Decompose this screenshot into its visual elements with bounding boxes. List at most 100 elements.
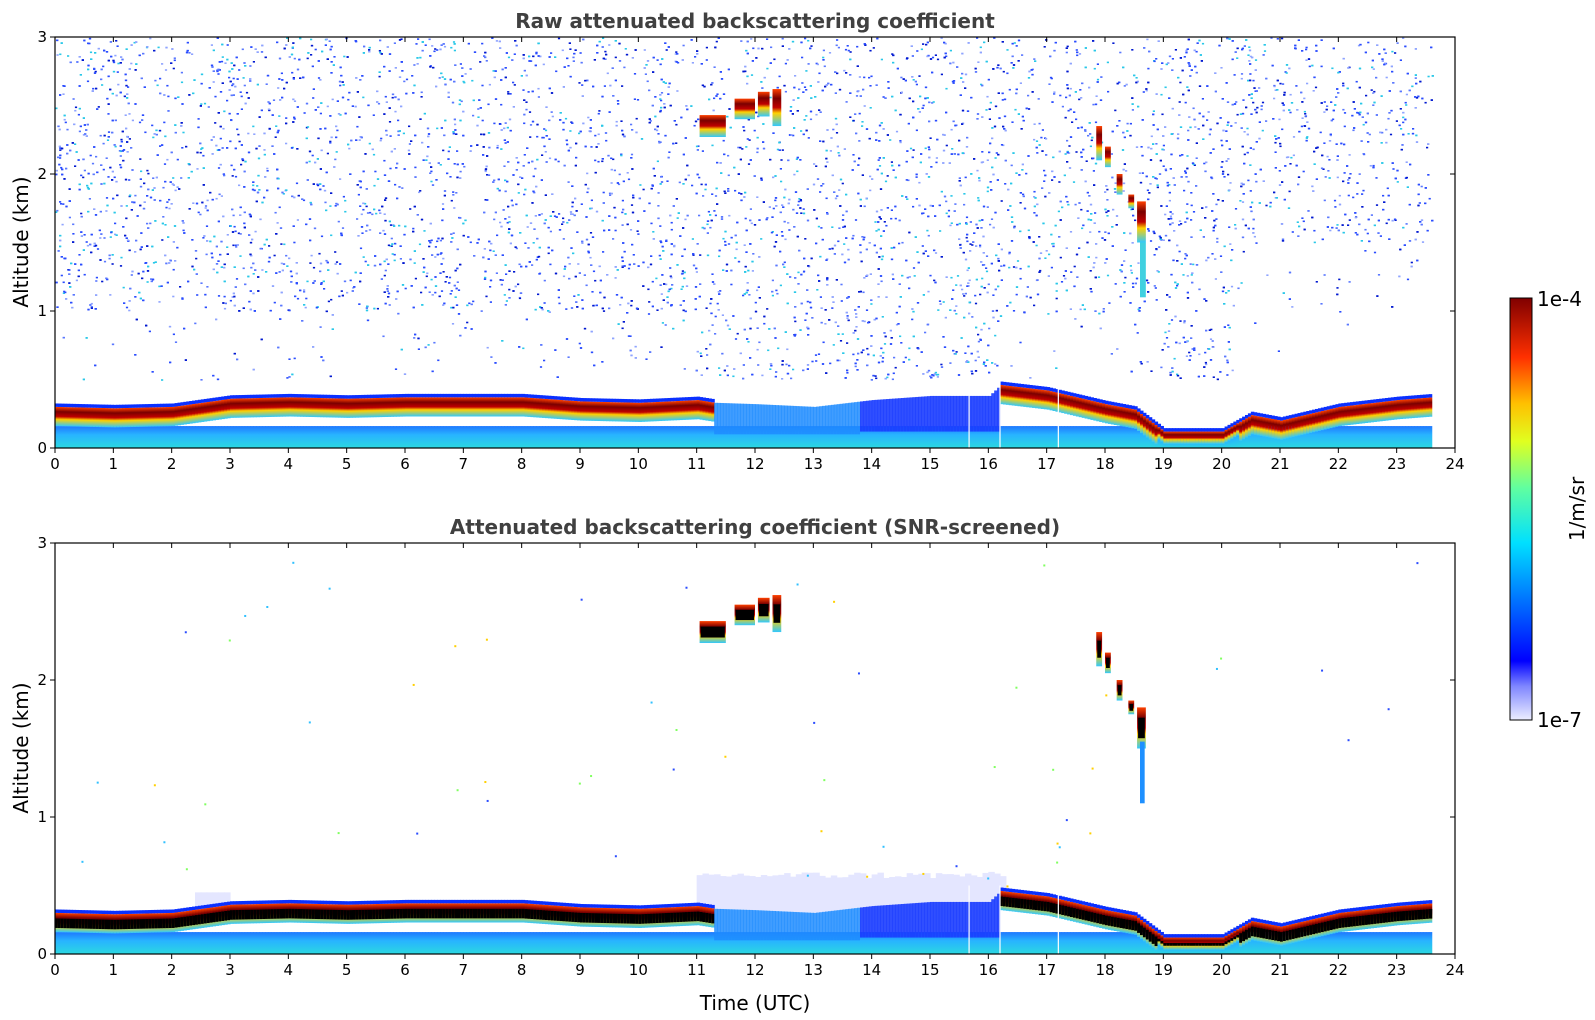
noise-speckle — [325, 259, 328, 262]
noise-speckle — [1079, 308, 1082, 311]
noise-speckle — [1352, 129, 1355, 132]
noise-speckle — [1300, 125, 1303, 128]
noise-speckle — [1431, 75, 1434, 77]
noise-speckle — [1265, 120, 1268, 122]
noise-speckle — [567, 356, 570, 358]
noise-speckle — [544, 219, 547, 221]
noise-speckle — [1242, 193, 1245, 195]
noise-speckle — [840, 283, 843, 286]
noise-speckle — [1215, 203, 1218, 206]
noise-speckle — [807, 137, 810, 139]
noise-speckle — [597, 133, 600, 136]
noise-speckle — [1045, 154, 1048, 156]
noise-speckle — [805, 89, 808, 91]
noise-speckle — [1289, 111, 1292, 114]
noise-speckle — [912, 149, 915, 151]
noise-speckle — [591, 291, 594, 293]
noise-speckle — [256, 185, 259, 187]
noise-speckle — [550, 111, 553, 113]
noise-speckle — [835, 44, 838, 47]
noise-speckle — [918, 75, 921, 77]
noise-speckle — [116, 71, 119, 73]
noise-speckle — [187, 163, 190, 165]
noise-speckle — [602, 191, 605, 194]
noise-speckle — [1147, 81, 1150, 84]
noise-speckle — [986, 190, 989, 193]
noise-speckle — [430, 180, 433, 183]
noise-speckle — [1205, 206, 1208, 209]
noise-speckle — [883, 221, 886, 223]
noise-speckle — [1080, 97, 1083, 99]
noise-speckle — [400, 38, 403, 40]
noise-speckle — [664, 324, 667, 326]
noise-speckle — [754, 301, 757, 304]
noise-speckle — [166, 201, 169, 203]
noise-speckle — [889, 329, 892, 332]
noise-speckle — [1045, 138, 1048, 140]
noise-speckle — [224, 62, 227, 64]
noise-speckle — [364, 260, 367, 263]
noise-speckle — [1058, 181, 1061, 183]
noise-speckle — [1348, 154, 1351, 156]
noise-speckle — [292, 77, 295, 79]
noise-speckle — [1261, 101, 1265, 104]
noise-speckle — [986, 95, 989, 98]
noise-speckle — [140, 246, 143, 248]
noise-speckle — [1178, 101, 1181, 103]
noise-speckle — [1412, 128, 1415, 130]
noise-speckle — [162, 186, 165, 189]
noise-speckle — [1240, 77, 1243, 80]
noise-speckle — [173, 57, 176, 59]
noise-speckle — [487, 103, 490, 106]
noise-speckle — [756, 348, 759, 351]
noise-speckle — [266, 170, 269, 172]
noise-speckle — [489, 301, 492, 303]
noise-speckle — [894, 205, 897, 208]
noise-speckle — [891, 53, 894, 55]
noise-speckle — [191, 53, 194, 55]
noise-speckle — [875, 230, 878, 232]
noise-speckle — [1368, 133, 1371, 136]
noise-speckle — [852, 154, 855, 156]
noise-speckle — [899, 140, 902, 142]
noise-speckle — [396, 197, 399, 200]
noise-speckle — [895, 130, 899, 133]
noise-speckle — [1089, 231, 1092, 233]
noise-speckle — [504, 122, 507, 124]
noise-speckle — [863, 236, 866, 239]
noise-speckle — [818, 72, 821, 75]
noise-speckle — [822, 56, 825, 59]
noise-speckle — [322, 185, 325, 187]
noise-speckle — [59, 53, 62, 56]
noise-speckle — [85, 241, 88, 243]
noise-speckle — [1407, 133, 1410, 135]
noise-speckle — [817, 353, 821, 355]
noise-speckle — [723, 153, 726, 156]
noise-speckle — [128, 309, 131, 312]
noise-speckle — [1019, 267, 1022, 270]
noise-speckle — [95, 276, 98, 279]
noise-speckle — [229, 299, 232, 302]
noise-speckle — [277, 87, 280, 89]
noise-speckle — [656, 309, 659, 311]
noise-speckle — [1211, 253, 1214, 255]
noise-speckle — [1038, 236, 1041, 238]
noise-speckle — [1355, 80, 1358, 83]
noise-speckle — [77, 113, 80, 116]
noise-speckle — [645, 358, 648, 360]
noise-speckle — [706, 223, 709, 226]
noise-speckle — [804, 319, 807, 321]
noise-speckle — [622, 180, 625, 183]
noise-speckle — [267, 101, 270, 103]
noise-speckle — [103, 237, 106, 239]
noise-speckle — [1038, 122, 1041, 125]
noise-speckle — [676, 217, 679, 219]
noise-speckle — [447, 150, 450, 153]
noise-speckle — [359, 136, 362, 138]
noise-speckle — [915, 176, 918, 178]
noise-speckle — [116, 45, 119, 47]
noise-speckle — [1089, 145, 1092, 148]
noise-speckle — [1027, 229, 1030, 232]
noise-speckle — [1377, 274, 1381, 276]
noise-speckle — [869, 175, 872, 178]
